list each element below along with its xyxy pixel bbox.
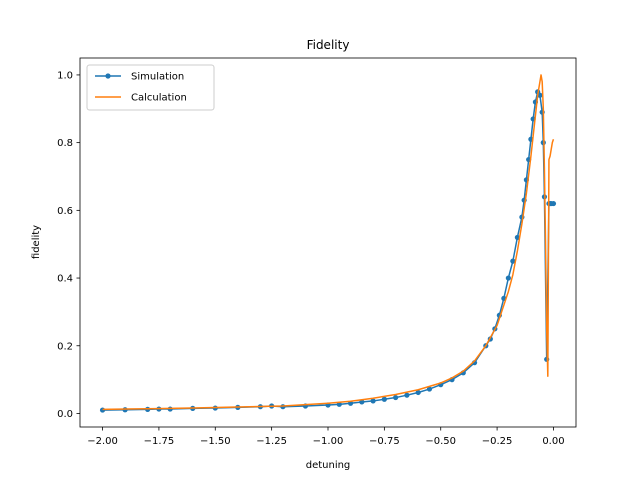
x-tick-label: −1.25 [256,436,287,447]
y-tick-label: 0.0 [57,409,73,420]
legend-simulation-marker [105,73,111,79]
simulation-data-point [415,389,421,396]
x-tick-label: −2.00 [87,436,118,447]
simulation-data-point [426,386,433,392]
y-axis-label: fidelity [31,225,42,259]
simulation-data-point [381,396,387,402]
legend-simulation-label: Simulation [131,72,184,83]
y-tick-label: 0.6 [57,206,73,217]
y-tick-label: 0.4 [57,274,73,285]
chart-title: Fidelity [307,38,350,52]
plot-area [99,74,557,413]
simulation-data-point [370,398,376,404]
x-tick-label: −1.00 [313,436,344,447]
axes: −2.00 −1.75 −1.50 −1.25 −1.00 −0.75 −0.50 −0.25… [57,57,577,447]
simulation-data-point [404,392,410,398]
x-tick-label: −1.50 [200,436,231,447]
legend: Simulation Calculation [86,64,215,111]
y-tick-label: 1.0 [57,70,73,81]
y-tick-label: 0.8 [57,138,73,149]
simulation-data-point [550,200,557,207]
x-tick-label: 0.00 [542,436,564,447]
y-tick-label: 0.2 [57,341,73,352]
x-tick-label: −0.75 [369,436,400,447]
simulation-data-point [505,275,511,281]
simulation-data-point [393,394,399,401]
calculation-series-line [102,74,555,411]
x-tick-label: −1.75 [144,436,175,447]
x-tick-label: −0.50 [425,436,456,447]
x-axis-label: detuning [306,460,351,471]
legend-calculation-label: Calculation [131,93,187,104]
simulation-data-point [510,258,516,264]
x-tick-label: −0.25 [482,436,513,447]
